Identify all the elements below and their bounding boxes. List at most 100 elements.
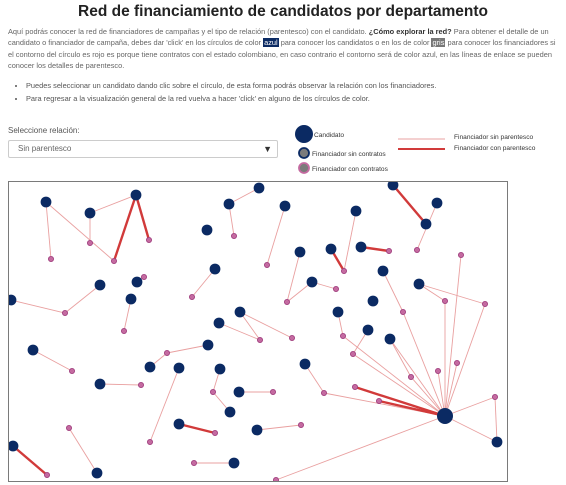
candidate-node[interactable] bbox=[306, 276, 318, 288]
funder-node[interactable] bbox=[399, 308, 406, 315]
candidate-node[interactable] bbox=[413, 278, 425, 290]
funder-node[interactable] bbox=[146, 438, 153, 445]
candidate-node[interactable] bbox=[332, 306, 344, 318]
funder-node[interactable] bbox=[457, 251, 464, 258]
funder-node[interactable] bbox=[163, 349, 170, 356]
candidate-node[interactable] bbox=[214, 363, 226, 375]
candidate-node[interactable] bbox=[40, 196, 52, 208]
candidate-node[interactable] bbox=[233, 386, 245, 398]
candidate-node[interactable] bbox=[420, 218, 432, 230]
funder-node[interactable] bbox=[211, 429, 218, 436]
candidate-node[interactable] bbox=[173, 362, 185, 374]
candidate-node[interactable] bbox=[350, 205, 362, 217]
funder-node[interactable] bbox=[375, 397, 382, 404]
candidate-node[interactable] bbox=[94, 378, 106, 390]
candidate-node[interactable] bbox=[223, 198, 235, 210]
candidate-node[interactable] bbox=[130, 189, 142, 201]
funder-node[interactable] bbox=[288, 334, 295, 341]
funder-node[interactable] bbox=[349, 350, 356, 357]
candidate-node[interactable] bbox=[228, 457, 240, 469]
link-sin-parentesco[interactable] bbox=[444, 362, 458, 417]
candidate-node[interactable] bbox=[362, 324, 374, 336]
link-con-parentesco[interactable] bbox=[392, 184, 427, 225]
funder-node[interactable] bbox=[209, 388, 216, 395]
candidate-node[interactable] bbox=[431, 197, 443, 209]
link-sin-parentesco[interactable] bbox=[418, 283, 486, 305]
candidate-node[interactable] bbox=[144, 361, 156, 373]
link-sin-parentesco[interactable] bbox=[410, 376, 446, 417]
funder-node[interactable] bbox=[263, 261, 270, 268]
candidate-node[interactable] bbox=[355, 241, 367, 253]
funder-node[interactable] bbox=[385, 247, 392, 254]
funder-node[interactable] bbox=[283, 298, 290, 305]
candidate-node[interactable] bbox=[234, 306, 246, 318]
link-sin-parentesco[interactable] bbox=[342, 335, 446, 417]
link-sin-parentesco[interactable] bbox=[89, 194, 137, 214]
candidate-node[interactable] bbox=[387, 182, 399, 191]
candidate-node[interactable] bbox=[251, 424, 263, 436]
funder-node[interactable] bbox=[407, 373, 414, 380]
funder-node[interactable] bbox=[332, 285, 339, 292]
candidate-node[interactable] bbox=[91, 467, 103, 479]
candidate-node[interactable] bbox=[213, 317, 225, 329]
link-sin-parentesco[interactable] bbox=[382, 270, 404, 313]
candidate-node[interactable] bbox=[367, 295, 379, 307]
link-sin-parentesco[interactable] bbox=[352, 353, 446, 417]
link-sin-parentesco[interactable] bbox=[218, 322, 261, 341]
link-sin-parentesco[interactable] bbox=[10, 299, 66, 314]
funder-node[interactable] bbox=[145, 236, 152, 243]
candidate-node[interactable] bbox=[94, 279, 106, 291]
link-sin-parentesco[interactable] bbox=[228, 187, 260, 205]
link-sin-parentesco[interactable] bbox=[389, 338, 446, 417]
funder-node[interactable] bbox=[66, 424, 73, 431]
candidate-node[interactable] bbox=[202, 339, 214, 351]
funder-node[interactable] bbox=[481, 300, 488, 307]
link-sin-parentesco[interactable] bbox=[444, 396, 496, 417]
link-con-parentesco[interactable] bbox=[12, 445, 48, 476]
funder-node[interactable] bbox=[269, 388, 276, 395]
link-sin-parentesco[interactable] bbox=[304, 363, 325, 394]
link-sin-parentesco[interactable] bbox=[45, 201, 52, 260]
candidate-node[interactable] bbox=[294, 246, 306, 258]
link-con-parentesco[interactable] bbox=[178, 422, 216, 435]
candidate-node[interactable] bbox=[377, 265, 389, 277]
funder-node[interactable] bbox=[62, 309, 69, 316]
candidate-node[interactable] bbox=[9, 294, 17, 306]
funder-node[interactable] bbox=[111, 257, 118, 264]
link-sin-parentesco[interactable] bbox=[402, 311, 446, 417]
funder-node[interactable] bbox=[44, 471, 51, 478]
candidate-node[interactable] bbox=[279, 200, 291, 212]
funder-node[interactable] bbox=[340, 267, 347, 274]
funder-node[interactable] bbox=[320, 389, 327, 396]
funder-node[interactable] bbox=[273, 477, 279, 482]
link-sin-parentesco[interactable] bbox=[444, 303, 486, 417]
link-con-parentesco[interactable] bbox=[112, 194, 138, 262]
link-sin-parentesco[interactable] bbox=[123, 298, 132, 332]
funder-node[interactable] bbox=[230, 232, 237, 239]
link-con-parentesco[interactable] bbox=[378, 399, 446, 418]
funder-node[interactable] bbox=[69, 367, 76, 374]
network-graph[interactable] bbox=[9, 182, 508, 482]
link-sin-parentesco[interactable] bbox=[68, 427, 98, 474]
funder-node[interactable] bbox=[413, 246, 420, 253]
funder-node[interactable] bbox=[441, 297, 448, 304]
candidate-node[interactable] bbox=[224, 406, 236, 418]
funder-node[interactable] bbox=[121, 327, 128, 334]
candidate-node[interactable] bbox=[491, 436, 503, 448]
funder-node[interactable] bbox=[87, 239, 94, 246]
link-sin-parentesco[interactable] bbox=[45, 201, 115, 262]
candidate-node[interactable] bbox=[27, 344, 39, 356]
funder-node[interactable] bbox=[339, 332, 346, 339]
candidate-node[interactable] bbox=[84, 207, 96, 219]
link-sin-parentesco[interactable] bbox=[239, 311, 261, 341]
funder-node[interactable] bbox=[351, 383, 358, 390]
link-sin-parentesco[interactable] bbox=[149, 367, 180, 443]
candidate-node[interactable] bbox=[325, 243, 337, 255]
link-sin-parentesco[interactable] bbox=[191, 268, 216, 298]
funder-node[interactable] bbox=[297, 421, 304, 428]
candidate-node[interactable] bbox=[253, 182, 265, 194]
candidate-node[interactable] bbox=[201, 224, 213, 236]
candidate-node[interactable] bbox=[437, 408, 453, 424]
funder-node[interactable] bbox=[190, 459, 197, 466]
candidate-node[interactable] bbox=[173, 418, 185, 430]
